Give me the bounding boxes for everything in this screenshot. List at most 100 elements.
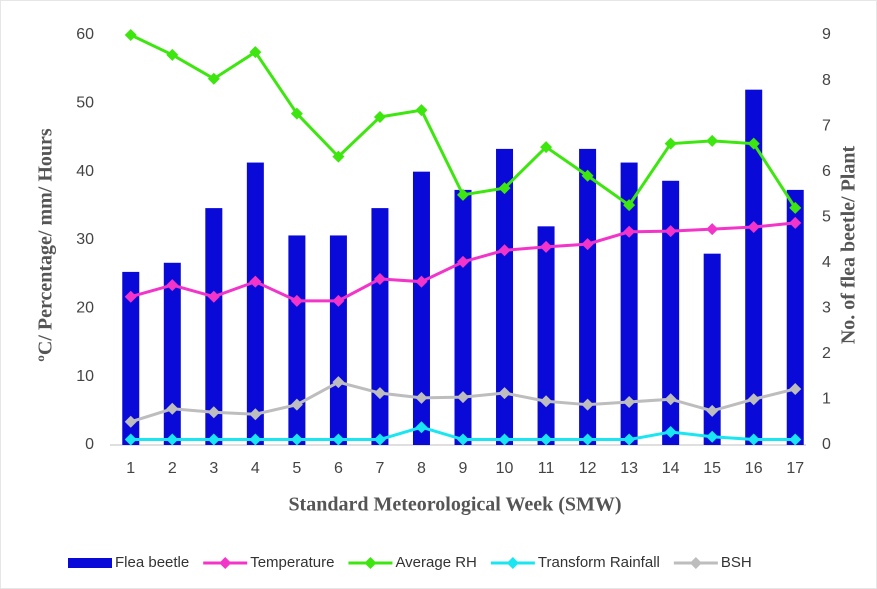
line [130, 33, 797, 209]
x-tick-label: 10 [496, 460, 514, 477]
y2-tick-label: 3 [822, 300, 831, 317]
bar [579, 148, 597, 445]
marker [789, 382, 802, 395]
marker [166, 433, 179, 446]
x-tick-label: 3 [209, 460, 218, 477]
x-tick-label: 2 [168, 460, 177, 477]
marker [664, 137, 677, 150]
bar [246, 162, 264, 446]
marker [415, 391, 428, 404]
y-tick-label: 20 [76, 300, 94, 317]
marker [415, 275, 428, 288]
marker [706, 404, 719, 417]
marker [249, 46, 262, 59]
marker [373, 433, 386, 446]
marker [249, 433, 262, 446]
marker [124, 415, 137, 428]
y-tick-label: 50 [76, 95, 94, 112]
y2-tick-label: 8 [822, 72, 831, 89]
marker [166, 48, 179, 61]
marker [540, 433, 553, 446]
marker [124, 29, 137, 41]
marker [623, 433, 636, 446]
bar [122, 271, 140, 445]
marker [664, 393, 677, 406]
legend-marker [506, 557, 519, 569]
legend-marker [364, 557, 377, 569]
y2-tick-label: 5 [822, 208, 831, 225]
x-tick-label: 4 [251, 460, 260, 477]
marker [581, 398, 594, 411]
legend-label: Average RH [395, 554, 476, 571]
marker [124, 290, 137, 303]
x-tick-label: 6 [334, 460, 343, 477]
legend-marker [689, 557, 702, 569]
marker [207, 433, 220, 446]
bar [662, 180, 680, 445]
marker [540, 141, 553, 154]
x-tick-label: 8 [417, 460, 426, 477]
x-tick-label: 9 [459, 460, 468, 477]
marker [581, 433, 594, 446]
marker [706, 430, 719, 443]
y2-tick-label: 1 [822, 391, 831, 408]
x-tick-label: 5 [292, 460, 301, 477]
legend-marker [219, 557, 232, 569]
x-tick-label: 1 [126, 460, 135, 477]
y-axis-title: ºC/ Percentage/ mm/ Hours [35, 128, 57, 362]
y2-axis-title: No. of flea beetle/ Plant [838, 146, 860, 345]
marker [332, 150, 345, 163]
marker [706, 134, 719, 147]
x-tick-label: 7 [375, 460, 384, 477]
bar [745, 89, 763, 446]
marker [581, 238, 594, 251]
marker [290, 398, 303, 411]
marker [664, 426, 677, 439]
legend-swatch [68, 558, 112, 568]
marker [457, 391, 469, 404]
marker [332, 376, 345, 389]
x-tick-label: 13 [620, 460, 638, 477]
bar [205, 208, 223, 445]
y2-tick-label: 9 [822, 26, 831, 43]
marker [207, 72, 220, 85]
y-tick-label: 40 [76, 163, 94, 180]
marker [706, 223, 719, 236]
marker [373, 272, 386, 285]
marker [373, 387, 386, 400]
bar [371, 208, 389, 445]
marker [498, 244, 511, 257]
bar [163, 262, 181, 445]
y2-tick-label: 0 [822, 436, 831, 453]
x-tick-label: 14 [662, 460, 680, 477]
x-tick-label: 15 [703, 460, 721, 477]
marker [581, 169, 594, 182]
y-tick-label: 30 [76, 231, 94, 248]
marker [498, 433, 511, 446]
marker [623, 395, 636, 408]
marker [124, 433, 137, 446]
y-tick-label: 10 [76, 368, 94, 385]
y2-tick-label: 7 [822, 117, 831, 134]
y2-tick-label: 4 [822, 254, 831, 271]
marker [207, 290, 220, 303]
x-tick-label: 16 [745, 460, 763, 477]
marker [166, 402, 179, 415]
marker [540, 240, 553, 253]
marker [664, 225, 677, 238]
bar [454, 189, 472, 445]
y2-tick-label: 6 [822, 163, 831, 180]
bar [496, 148, 514, 445]
marker [747, 137, 760, 150]
marker [747, 221, 760, 234]
legend-label: Transform Rainfall [538, 554, 660, 571]
marker [249, 408, 262, 421]
marker [747, 433, 760, 446]
bar [537, 226, 555, 445]
marker [166, 279, 179, 292]
marker [457, 433, 469, 446]
marker [457, 255, 469, 268]
marker [498, 182, 511, 195]
x-tick-label: 12 [579, 460, 597, 477]
